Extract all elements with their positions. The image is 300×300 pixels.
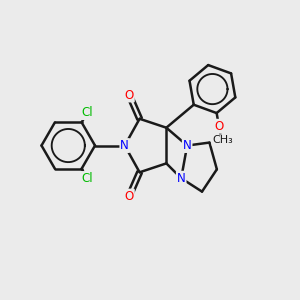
Text: N: N [120,139,129,152]
Text: N: N [183,139,191,152]
Text: O: O [214,120,224,133]
Text: CH₃: CH₃ [212,135,233,145]
Text: Cl: Cl [82,106,93,119]
Text: Cl: Cl [82,172,93,185]
Text: N: N [177,172,186,185]
Text: O: O [124,190,134,202]
Text: O: O [124,88,134,101]
